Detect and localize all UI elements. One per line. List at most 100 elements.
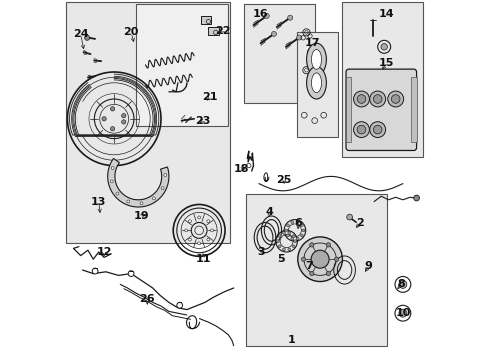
Circle shape bbox=[325, 243, 330, 247]
Circle shape bbox=[102, 117, 106, 121]
FancyBboxPatch shape bbox=[346, 69, 416, 150]
Circle shape bbox=[300, 234, 303, 237]
Circle shape bbox=[282, 231, 285, 234]
Circle shape bbox=[380, 44, 386, 50]
Circle shape bbox=[301, 257, 305, 261]
Circle shape bbox=[296, 35, 301, 40]
Circle shape bbox=[278, 245, 281, 248]
Circle shape bbox=[369, 122, 385, 138]
Text: 26: 26 bbox=[139, 294, 155, 304]
Circle shape bbox=[110, 180, 113, 183]
Circle shape bbox=[290, 237, 293, 240]
Circle shape bbox=[126, 200, 129, 203]
Circle shape bbox=[398, 309, 406, 317]
Circle shape bbox=[291, 245, 294, 248]
Ellipse shape bbox=[311, 49, 321, 69]
Circle shape bbox=[325, 271, 330, 276]
Circle shape bbox=[284, 229, 287, 232]
Circle shape bbox=[356, 95, 365, 103]
Circle shape bbox=[369, 91, 385, 107]
Text: 9: 9 bbox=[364, 261, 372, 271]
Circle shape bbox=[110, 107, 115, 111]
Text: 25: 25 bbox=[276, 175, 291, 185]
Text: 2: 2 bbox=[355, 218, 363, 228]
Circle shape bbox=[373, 95, 381, 103]
Ellipse shape bbox=[311, 73, 321, 93]
Circle shape bbox=[111, 167, 114, 170]
Circle shape bbox=[302, 229, 305, 232]
Circle shape bbox=[390, 95, 399, 103]
Circle shape bbox=[177, 302, 182, 308]
Bar bbox=[341, 2, 422, 157]
Circle shape bbox=[278, 235, 281, 238]
Circle shape bbox=[353, 91, 368, 107]
Circle shape bbox=[197, 242, 200, 245]
Text: 12: 12 bbox=[96, 247, 112, 257]
Text: 16: 16 bbox=[252, 9, 268, 19]
Circle shape bbox=[373, 125, 381, 134]
Text: 24: 24 bbox=[73, 29, 88, 39]
Circle shape bbox=[297, 237, 342, 282]
Text: 20: 20 bbox=[123, 27, 139, 37]
Bar bbox=[201, 16, 211, 24]
Bar bbox=[208, 27, 218, 35]
Text: 3: 3 bbox=[256, 247, 264, 257]
Circle shape bbox=[110, 127, 115, 131]
Circle shape bbox=[184, 229, 187, 232]
Circle shape bbox=[163, 174, 166, 176]
Circle shape bbox=[300, 224, 303, 227]
Circle shape bbox=[296, 237, 298, 240]
Circle shape bbox=[122, 113, 126, 118]
Circle shape bbox=[188, 238, 191, 241]
Circle shape bbox=[210, 229, 213, 232]
Bar bbox=[66, 2, 230, 243]
Text: 18: 18 bbox=[233, 164, 249, 174]
Text: 23: 23 bbox=[195, 116, 210, 126]
Circle shape bbox=[310, 250, 328, 268]
Circle shape bbox=[282, 248, 285, 251]
Circle shape bbox=[197, 216, 200, 219]
Circle shape bbox=[206, 220, 209, 223]
Circle shape bbox=[398, 280, 406, 288]
Circle shape bbox=[276, 240, 279, 243]
Bar bbox=[244, 4, 314, 103]
Circle shape bbox=[413, 195, 419, 201]
Ellipse shape bbox=[306, 67, 325, 99]
Circle shape bbox=[287, 248, 290, 251]
Circle shape bbox=[84, 35, 89, 40]
Text: 6: 6 bbox=[294, 218, 302, 228]
Circle shape bbox=[309, 243, 313, 247]
Circle shape bbox=[296, 221, 298, 224]
Bar bbox=[346, 77, 351, 142]
Text: 10: 10 bbox=[394, 308, 410, 318]
Circle shape bbox=[128, 271, 134, 276]
Bar bbox=[136, 4, 228, 126]
Circle shape bbox=[309, 271, 313, 276]
Text: 7: 7 bbox=[305, 261, 312, 271]
Text: 14: 14 bbox=[378, 9, 394, 19]
Circle shape bbox=[122, 120, 126, 124]
Circle shape bbox=[387, 91, 403, 107]
Text: 19: 19 bbox=[134, 211, 149, 221]
Text: 11: 11 bbox=[195, 254, 210, 264]
Circle shape bbox=[116, 192, 119, 195]
Circle shape bbox=[140, 202, 142, 204]
Bar bbox=[246, 194, 386, 346]
Circle shape bbox=[291, 235, 294, 238]
Circle shape bbox=[286, 234, 289, 237]
Text: 17: 17 bbox=[305, 38, 320, 48]
Circle shape bbox=[92, 268, 98, 274]
Circle shape bbox=[353, 122, 368, 138]
Circle shape bbox=[161, 187, 163, 190]
Circle shape bbox=[287, 231, 290, 234]
Polygon shape bbox=[107, 158, 168, 207]
Circle shape bbox=[206, 238, 209, 241]
Text: 22: 22 bbox=[215, 26, 230, 36]
Circle shape bbox=[286, 224, 289, 227]
Text: 21: 21 bbox=[202, 92, 218, 102]
Text: 1: 1 bbox=[287, 335, 295, 345]
Text: 13: 13 bbox=[91, 197, 106, 207]
Circle shape bbox=[346, 214, 352, 220]
Circle shape bbox=[290, 221, 293, 224]
Circle shape bbox=[287, 15, 292, 20]
